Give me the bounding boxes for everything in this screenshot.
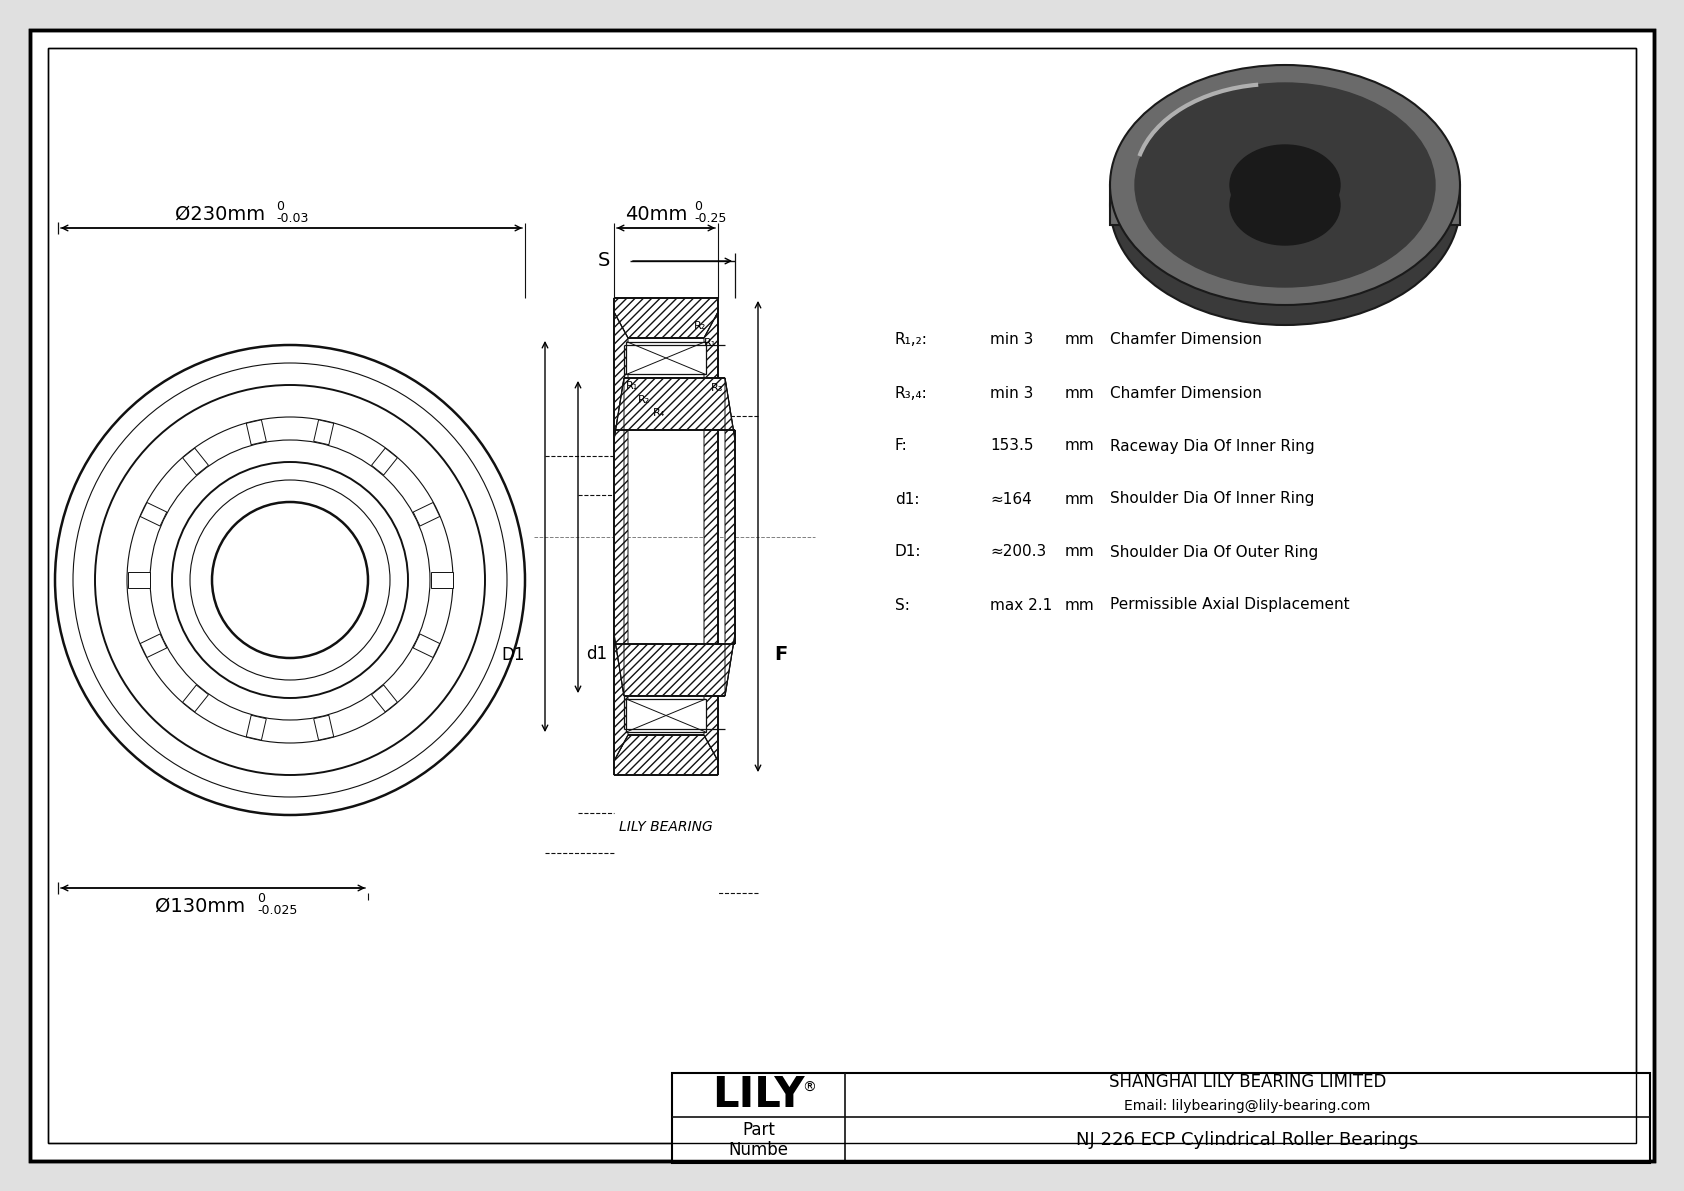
Text: R₂: R₂: [694, 322, 706, 331]
Polygon shape: [615, 634, 734, 696]
Text: d1: d1: [586, 646, 608, 663]
Ellipse shape: [1229, 166, 1340, 245]
Text: R₄: R₄: [653, 409, 665, 418]
Text: mm: mm: [1064, 438, 1095, 454]
Text: S: S: [598, 251, 610, 270]
Text: Chamfer Dimension: Chamfer Dimension: [1110, 332, 1261, 348]
Text: max 2.1: max 2.1: [990, 598, 1052, 612]
Text: Shoulder Dia Of Outer Ring: Shoulder Dia Of Outer Ring: [1110, 544, 1319, 560]
Text: mm: mm: [1064, 544, 1095, 560]
Text: Part
Numbe: Part Numbe: [729, 1121, 788, 1159]
Text: SHANGHAI LILY BEARING LIMITED: SHANGHAI LILY BEARING LIMITED: [1108, 1073, 1386, 1091]
Text: ≈200.3: ≈200.3: [990, 544, 1046, 560]
Text: 40mm: 40mm: [625, 205, 687, 224]
Polygon shape: [704, 312, 717, 761]
Text: mm: mm: [1064, 598, 1095, 612]
Text: F:: F:: [894, 438, 908, 454]
Text: LILY: LILY: [712, 1074, 805, 1116]
Text: 0: 0: [258, 892, 264, 904]
Text: D1:: D1:: [894, 544, 921, 560]
Text: LILY BEARING: LILY BEARING: [620, 819, 712, 834]
Text: NJ 226 ECP Cylindrical Roller Bearings: NJ 226 ECP Cylindrical Roller Bearings: [1076, 1131, 1418, 1149]
Bar: [128, 572, 150, 588]
Text: Ø230mm: Ø230mm: [175, 205, 264, 224]
Text: R₁: R₁: [626, 381, 638, 391]
Text: R₃,₄:: R₃,₄:: [894, 386, 928, 400]
Text: S:: S:: [894, 598, 909, 612]
Ellipse shape: [1135, 83, 1435, 287]
Polygon shape: [615, 378, 625, 696]
Text: ≈164: ≈164: [990, 492, 1032, 506]
Bar: [413, 634, 440, 657]
Bar: [182, 448, 209, 475]
Polygon shape: [615, 735, 717, 775]
Text: 153.5: 153.5: [990, 438, 1034, 454]
Text: 0: 0: [694, 200, 702, 212]
Text: 0: 0: [276, 200, 285, 212]
Bar: [413, 503, 440, 526]
Text: ®: ®: [803, 1081, 817, 1095]
Text: R₃: R₃: [711, 384, 722, 393]
Bar: [431, 572, 453, 588]
Text: d1:: d1:: [894, 492, 919, 506]
Text: Ø130mm: Ø130mm: [155, 897, 246, 916]
Bar: [372, 448, 397, 475]
Text: -0.025: -0.025: [258, 904, 298, 917]
Text: Shoulder Dia Of Inner Ring: Shoulder Dia Of Inner Ring: [1110, 492, 1315, 506]
Text: -0.25: -0.25: [694, 212, 726, 225]
Text: -0.03: -0.03: [276, 212, 308, 225]
Bar: [246, 716, 266, 740]
Polygon shape: [626, 342, 706, 374]
Text: Chamfer Dimension: Chamfer Dimension: [1110, 386, 1261, 400]
Bar: [140, 503, 167, 526]
Polygon shape: [615, 298, 717, 338]
Text: mm: mm: [1064, 492, 1095, 506]
Text: R₂: R₂: [638, 395, 650, 405]
Bar: [372, 685, 397, 712]
Text: F: F: [775, 646, 786, 665]
Ellipse shape: [1229, 145, 1340, 225]
Bar: [313, 420, 333, 444]
Bar: [140, 634, 167, 657]
Bar: [672, 1073, 1650, 1162]
Ellipse shape: [1110, 85, 1460, 325]
Text: min 3: min 3: [990, 332, 1034, 348]
Text: R₁,₂:: R₁,₂:: [894, 332, 928, 348]
Bar: [246, 420, 266, 444]
Text: min 3: min 3: [990, 386, 1034, 400]
Text: D1: D1: [502, 646, 525, 663]
Text: Raceway Dia Of Inner Ring: Raceway Dia Of Inner Ring: [1110, 438, 1315, 454]
Polygon shape: [615, 378, 734, 439]
Text: Email: lilybearing@lily-bearing.com: Email: lilybearing@lily-bearing.com: [1125, 1099, 1371, 1114]
Polygon shape: [1110, 185, 1460, 225]
Text: mm: mm: [1064, 386, 1095, 400]
Polygon shape: [626, 699, 706, 732]
Polygon shape: [726, 378, 734, 696]
Text: Permissible Axial Displacement: Permissible Axial Displacement: [1110, 598, 1349, 612]
Bar: [313, 716, 333, 740]
Bar: [182, 685, 209, 712]
Text: mm: mm: [1064, 332, 1095, 348]
Ellipse shape: [1110, 66, 1460, 305]
Text: R₁: R₁: [704, 338, 716, 348]
Polygon shape: [615, 312, 628, 761]
